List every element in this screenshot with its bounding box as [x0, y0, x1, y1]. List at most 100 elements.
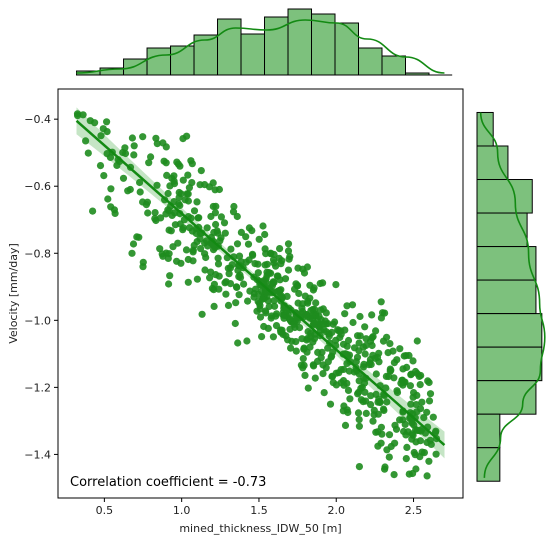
data-point — [244, 297, 252, 305]
data-point — [107, 185, 115, 193]
data-point — [355, 422, 363, 430]
data-point — [343, 342, 351, 350]
data-point — [235, 252, 244, 260]
data-point — [274, 272, 282, 280]
data-point — [383, 398, 391, 406]
data-point — [424, 377, 432, 385]
data-point — [153, 140, 161, 148]
x-tick-label: 2.5 — [405, 504, 423, 517]
data-point — [391, 421, 399, 429]
data-point — [372, 370, 380, 378]
data-point — [340, 365, 348, 373]
data-point — [188, 227, 196, 235]
y-tick-label: −0.8 — [24, 247, 51, 260]
data-point — [397, 379, 405, 387]
right-hist-bar — [476, 380, 537, 415]
y-tick-label: −1.4 — [24, 448, 51, 461]
data-point — [279, 330, 287, 338]
data-point — [203, 224, 211, 232]
data-point — [259, 222, 267, 230]
data-point — [306, 281, 314, 289]
y-tick-label: −1.2 — [24, 381, 51, 394]
data-point — [145, 159, 153, 167]
data-point — [269, 278, 277, 286]
data-point — [303, 263, 311, 271]
right-hist-bar — [476, 413, 501, 449]
data-point — [316, 279, 324, 288]
data-point — [402, 455, 410, 463]
data-point — [245, 224, 253, 232]
data-point — [159, 252, 167, 260]
data-point — [306, 294, 314, 302]
data-point — [225, 270, 233, 278]
data-point — [386, 340, 394, 348]
data-point — [167, 227, 175, 235]
top-hist-bar — [334, 22, 360, 76]
data-point — [368, 341, 376, 350]
data-point — [314, 348, 322, 356]
data-point — [418, 398, 426, 406]
data-point — [221, 279, 229, 287]
data-point — [368, 311, 376, 319]
data-point — [182, 246, 191, 254]
data-point — [229, 208, 238, 216]
data-point — [359, 398, 367, 406]
data-point — [396, 416, 404, 424]
data-point — [179, 176, 187, 184]
data-point — [124, 187, 132, 195]
data-point — [377, 439, 385, 447]
data-point — [409, 357, 417, 365]
data-point — [147, 153, 155, 161]
data-point — [269, 333, 277, 341]
data-point — [292, 347, 300, 355]
data-point — [249, 251, 257, 259]
data-point — [243, 337, 251, 345]
data-point — [332, 381, 340, 389]
data-point — [233, 283, 241, 291]
data-point — [159, 139, 167, 147]
data-point — [416, 381, 424, 389]
data-point — [400, 352, 408, 360]
data-point — [121, 144, 129, 152]
data-point — [207, 212, 215, 221]
data-point — [201, 250, 209, 258]
data-point — [250, 293, 258, 301]
data-point — [381, 463, 389, 471]
data-point — [272, 312, 280, 320]
correlation-annotation: Correlation coefficient = -0.73 — [70, 475, 266, 490]
data-point — [234, 266, 242, 274]
data-point — [163, 171, 171, 179]
data-point — [344, 386, 353, 394]
data-point — [262, 275, 270, 283]
data-point — [143, 198, 151, 206]
data-point — [130, 142, 138, 150]
data-point — [263, 260, 271, 268]
data-point — [259, 295, 267, 303]
data-point — [139, 133, 147, 141]
data-point — [353, 353, 362, 361]
data-point — [286, 325, 294, 333]
data-point — [413, 337, 421, 345]
data-point — [303, 334, 312, 343]
data-point — [408, 430, 416, 438]
data-point — [187, 157, 195, 165]
main-scatter-plot: 0.5 1.0 1.5 2.0 2.5 −0.4 −0.6 −0.8 −1.0 −1.2 −1.4… — [7, 88, 464, 535]
right-hist-bar — [476, 246, 537, 281]
data-point — [119, 174, 128, 182]
data-point — [412, 401, 420, 409]
data-point — [174, 239, 182, 247]
data-point — [418, 448, 426, 456]
data-point — [296, 324, 304, 332]
data-point — [165, 250, 173, 258]
data-point — [153, 181, 161, 189]
data-point — [319, 370, 327, 378]
right-hist-bar — [476, 145, 509, 181]
data-point — [312, 299, 320, 307]
data-point — [251, 260, 259, 268]
top-hist-bar — [358, 47, 383, 76]
data-point — [426, 436, 434, 444]
data-point — [216, 237, 224, 245]
data-point — [429, 413, 437, 421]
data-point — [341, 421, 350, 429]
data-point — [96, 162, 105, 170]
